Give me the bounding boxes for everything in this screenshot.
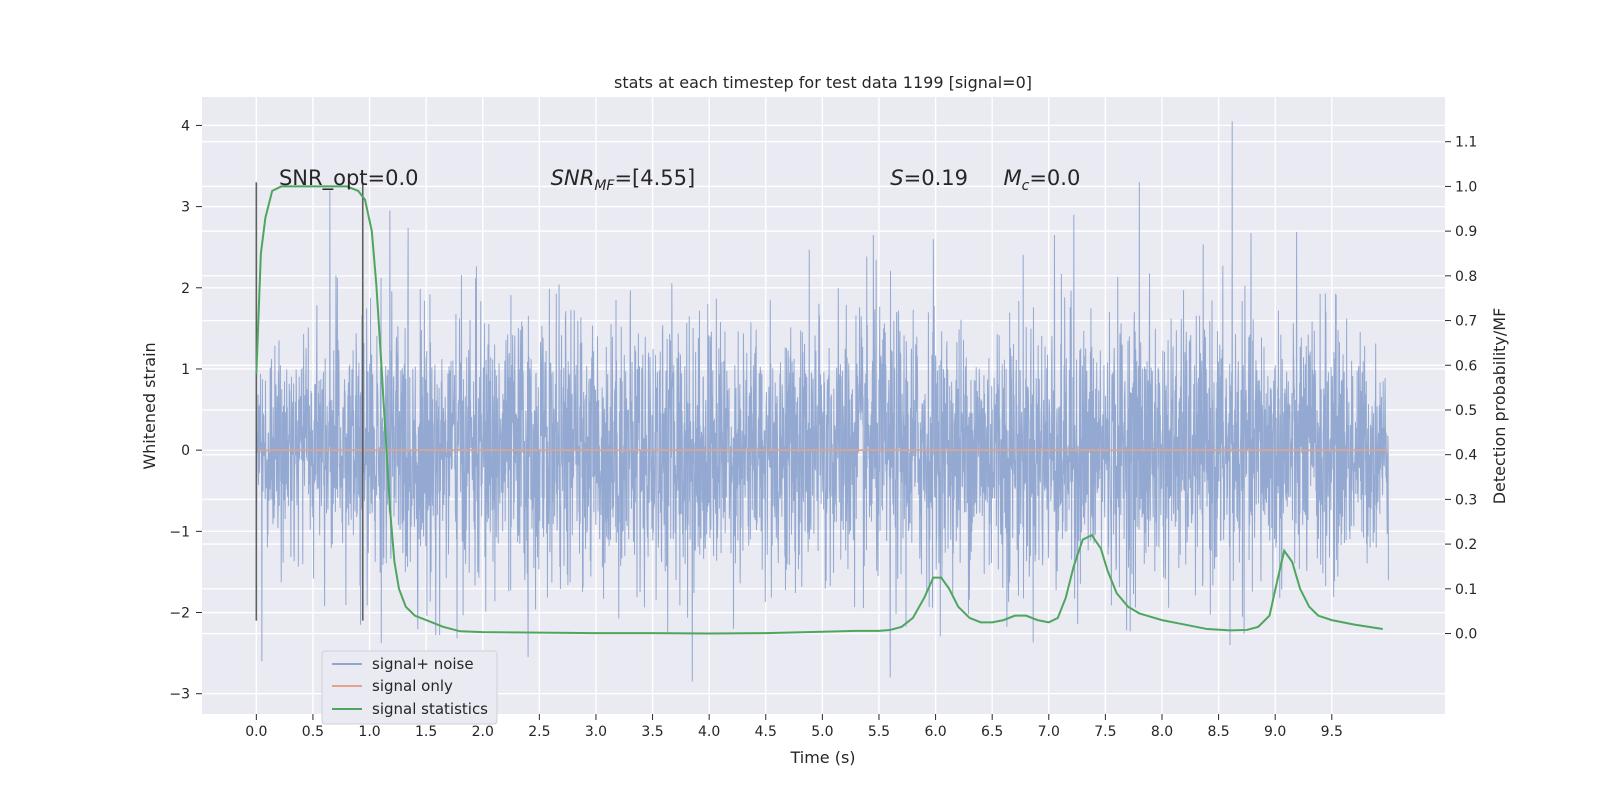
- legend-label-signal-only: signal only: [372, 677, 453, 695]
- legend-box: [321, 650, 498, 725]
- chart-title: stats at each timestep for test data 119…: [614, 73, 1032, 92]
- legend: signal+ noise signal only signal statist…: [321, 650, 498, 725]
- x-tick-label: 1.0: [358, 724, 380, 740]
- annotation-text: Mc=0.0: [1003, 166, 1080, 194]
- x-tick-label: 9.5: [1321, 724, 1343, 740]
- y-tick-label: −3: [169, 687, 190, 703]
- y-tick-label: 3: [181, 200, 190, 216]
- y2-tick-label: 0.5: [1455, 403, 1477, 419]
- y2-tick-label: 0.3: [1455, 492, 1477, 508]
- series-signal-noise: [255, 121, 1389, 682]
- x-tick-label: 5.5: [868, 724, 890, 740]
- series-line-signal-noise: [255, 121, 1389, 682]
- x-tick-label: 6.0: [924, 724, 946, 740]
- y-tick-label: 1: [181, 362, 190, 378]
- y2-tick-label: 0.2: [1455, 537, 1477, 553]
- vertical-markers: [255, 182, 364, 621]
- x-tick-label: 3.0: [585, 724, 607, 740]
- y-axis-title: Whitened strain: [140, 342, 159, 469]
- x-tick-label: 0.5: [302, 724, 324, 740]
- y2-tick-label: 0.7: [1455, 314, 1477, 330]
- y2-tick-label: 0.1: [1455, 582, 1477, 598]
- x-axis-title: Time (s): [789, 748, 855, 767]
- x-tick-label: 2.0: [472, 724, 494, 740]
- legend-label-signal-noise: signal+ noise: [372, 655, 474, 673]
- x-tick-label: 2.5: [528, 724, 550, 740]
- x-tick-label: 8.5: [1207, 724, 1229, 740]
- annotation-text: SNR_opt=0.0: [279, 166, 419, 191]
- x-tick-label: 7.5: [1094, 724, 1116, 740]
- y2-axis-title: Detection probability/MF: [1490, 308, 1509, 505]
- y2-tick-label: 0.9: [1455, 224, 1477, 240]
- y2-tick-label: 1.0: [1455, 179, 1477, 195]
- y2-tick-label: 0.8: [1455, 269, 1477, 285]
- x-tick-label: 7.0: [1038, 724, 1060, 740]
- series-signal-statistics: [255, 185, 1383, 635]
- y-tick-label: 0: [181, 443, 190, 459]
- series-line-signal-statistics: [255, 185, 1383, 635]
- y-tick-label: 2: [181, 281, 190, 297]
- x-tick-label: 5.0: [811, 724, 833, 740]
- x-tick-label: 4.5: [755, 724, 777, 740]
- x-tick-label: 4.0: [698, 724, 720, 740]
- x-tick-label: 3.5: [641, 724, 663, 740]
- y2-tick-label: 1.1: [1455, 135, 1477, 151]
- x-tick-label: 9.0: [1264, 724, 1286, 740]
- y-tick-label: −2: [169, 606, 190, 622]
- annotation-text: SNRMF=[4.55]: [551, 166, 696, 194]
- legend-label-signal-statistics: signal statistics: [372, 700, 488, 718]
- x-tick-label: 0.0: [245, 724, 267, 740]
- y2-tick-label: 0.0: [1455, 627, 1477, 643]
- y-tick-label: −1: [169, 524, 190, 540]
- y-tick-label: 4: [181, 118, 190, 134]
- x-tick-label: 8.0: [1151, 724, 1173, 740]
- annotation-text: S=0.19: [890, 166, 968, 190]
- x-tick-label: 6.5: [981, 724, 1003, 740]
- axis-ticks: 0.0 0.5 1.0 1.5 2.0 2.5 3.0 3.5 4.0 4.5 5.0 5.5 6.0 6…: [169, 118, 1477, 740]
- y2-tick-label: 0.6: [1455, 358, 1477, 374]
- x-tick-label: 1.5: [415, 724, 437, 740]
- annotations: SNR_opt=0.0 SNRMF=[4.55] S=0.19 Mc=0.0: [279, 166, 1080, 194]
- y2-tick-label: 0.4: [1455, 448, 1477, 464]
